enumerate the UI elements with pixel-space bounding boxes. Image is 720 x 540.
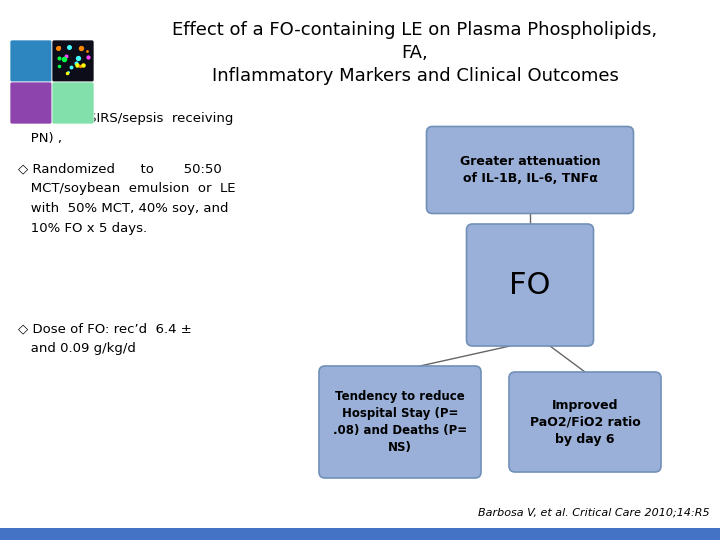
- Text: Barbosa V, et al. Critical Care 2010;14:R5: Barbosa V, et al. Critical Care 2010;14:…: [478, 508, 710, 518]
- Text: and 0.09 g/kg/d: and 0.09 g/kg/d: [18, 342, 136, 355]
- Text: FO: FO: [509, 271, 551, 300]
- Text: 10% FO x 5 days.: 10% FO x 5 days.: [18, 222, 147, 235]
- Text: Greater attenuation
of IL-1B, IL-6, TNFα: Greater attenuation of IL-1B, IL-6, TNFα: [459, 155, 600, 185]
- FancyBboxPatch shape: [509, 372, 661, 472]
- FancyBboxPatch shape: [52, 82, 94, 124]
- Text: Tendency to reduce
Hospital Stay (P=
.08) and Deaths (P=
NS): Tendency to reduce Hospital Stay (P= .08…: [333, 390, 467, 454]
- Text: Inflammatory Markers and Clinical Outcomes: Inflammatory Markers and Clinical Outcom…: [212, 67, 618, 85]
- FancyBboxPatch shape: [467, 224, 593, 346]
- Text: ◇ Randomized      to       50:50: ◇ Randomized to 50:50: [18, 162, 222, 175]
- FancyBboxPatch shape: [319, 366, 481, 478]
- FancyBboxPatch shape: [52, 40, 94, 82]
- Text: ◇ N= 25  (SIRS/sepsis  receiving: ◇ N= 25 (SIRS/sepsis receiving: [18, 112, 233, 125]
- FancyBboxPatch shape: [10, 82, 52, 124]
- Text: MCT/soybean  emulsion  or  LE: MCT/soybean emulsion or LE: [18, 182, 235, 195]
- FancyBboxPatch shape: [10, 40, 52, 82]
- Text: Effect of a FO-containing LE on Plasma Phospholipids,: Effect of a FO-containing LE on Plasma P…: [172, 21, 657, 39]
- FancyBboxPatch shape: [0, 528, 720, 540]
- Text: Improved
PaO2/FiO2 ratio
by day 6: Improved PaO2/FiO2 ratio by day 6: [530, 399, 640, 445]
- Text: ◇ Dose of FO: rec’d  6.4 ±: ◇ Dose of FO: rec’d 6.4 ±: [18, 322, 192, 335]
- Text: PN) ,: PN) ,: [18, 132, 62, 145]
- Text: with  50% MCT, 40% soy, and: with 50% MCT, 40% soy, and: [18, 202, 228, 215]
- FancyBboxPatch shape: [426, 126, 634, 213]
- Text: FA,: FA,: [402, 44, 428, 62]
